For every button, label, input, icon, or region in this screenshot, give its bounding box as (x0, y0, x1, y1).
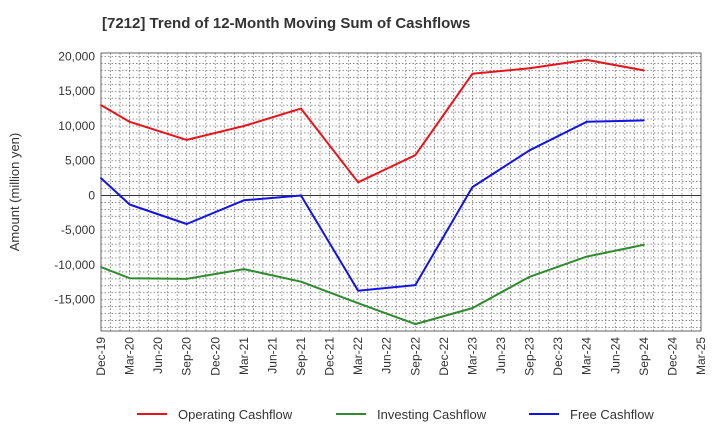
data-point-operating-cashflow (642, 69, 645, 72)
y-tick-labels: 20,000 15,000 10,000 5,000 0 -5,000 -10,000 -15… (54, 49, 95, 306)
data-point-free-cashflow (185, 223, 188, 225)
data-point-operating-cashflow (414, 154, 417, 157)
x-tick-label: Mar-21 (237, 337, 251, 375)
data-point-operating-cashflow (585, 59, 588, 61)
x-tick-label: Dec-21 (323, 337, 337, 376)
data-point-free-cashflow (128, 203, 131, 206)
legend-label: Operating Cashflow (178, 407, 293, 422)
x-tick-labels: Dec-19 Mar-20 Jun-20 Sep-20 Dec-20 Mar-21 Jun-… (94, 337, 708, 376)
x-tick-label: Mar-23 (465, 337, 479, 375)
data-point-free-cashflow (528, 149, 531, 152)
x-tick-label: Dec-19 (94, 337, 108, 376)
legend-label: Free Cashflow (570, 407, 654, 422)
legend: Operating Cashflow Investing Cashflow Free… (137, 407, 654, 422)
data-point-investing-cashflow (528, 275, 531, 278)
data-point-investing-cashflow (185, 277, 188, 280)
data-point-operating-cashflow (128, 120, 131, 123)
data-point-operating-cashflow (100, 104, 102, 107)
x-tick-label: Jun-22 (380, 337, 394, 374)
data-point-investing-cashflow (100, 266, 102, 268)
data-point-investing-cashflow (357, 302, 360, 305)
y-tick-label: 0 (88, 188, 95, 202)
x-tick-label: Jun-24 (608, 337, 622, 374)
chart-title: [7212] Trend of 12-Month Moving Sum of C… (102, 15, 471, 32)
y-tick-label: -15,000 (54, 293, 95, 307)
data-point-investing-cashflow (585, 255, 588, 258)
x-tick-label: Sep-22 (408, 337, 422, 376)
x-tick-label: Mar-25 (694, 337, 708, 375)
data-point-free-cashflow (471, 186, 474, 189)
y-tick-label: 10,000 (58, 119, 95, 133)
x-tick-label: Dec-22 (437, 337, 451, 376)
data-point-free-cashflow (642, 119, 645, 122)
legend-label: Investing Cashflow (377, 407, 487, 422)
x-tick-label: Jun-20 (151, 337, 165, 374)
data-point-investing-cashflow (300, 280, 302, 283)
data-point-free-cashflow (357, 289, 360, 292)
data-point-operating-cashflow (471, 72, 474, 75)
x-tick-label: Mar-24 (580, 337, 594, 375)
y-tick-label: -10,000 (54, 258, 95, 272)
x-tick-label: Jun-21 (265, 337, 279, 374)
data-point-investing-cashflow (642, 243, 645, 246)
series-line-investing-cashflow (100, 243, 645, 326)
x-tick-label: Jun-23 (494, 337, 508, 374)
x-tick-label: Sep-24 (637, 337, 651, 376)
y-tick-label: -5,000 (61, 223, 95, 237)
grid-layer (101, 53, 701, 331)
y-axis-title: Amount (million yen) (7, 133, 22, 252)
data-point-free-cashflow (585, 120, 588, 123)
x-tick-label: Dec-24 (665, 337, 679, 376)
data-point-free-cashflow (414, 284, 417, 287)
x-tick-label: Mar-22 (351, 337, 365, 375)
data-point-free-cashflow (242, 199, 245, 202)
x-tick-label: Dec-23 (551, 337, 565, 376)
x-tick-label: Sep-23 (523, 337, 537, 376)
x-tick-label: Sep-20 (180, 337, 194, 376)
x-tick-label: Sep-21 (294, 337, 308, 376)
data-point-free-cashflow (100, 177, 102, 180)
data-point-investing-cashflow (242, 268, 245, 271)
data-point-operating-cashflow (185, 138, 188, 141)
series-line-operating-cashflow (100, 58, 645, 184)
data-point-operating-cashflow (357, 181, 360, 184)
series-layer (100, 58, 645, 326)
data-point-operating-cashflow (300, 107, 302, 110)
data-point-investing-cashflow (414, 323, 417, 325)
y-tick-label: 20,000 (58, 49, 95, 63)
data-point-investing-cashflow (128, 277, 131, 280)
data-point-investing-cashflow (471, 307, 474, 309)
plot-frame (100, 52, 702, 332)
data-point-operating-cashflow (528, 67, 531, 70)
x-tick-label: Dec-20 (208, 337, 222, 376)
x-tick-label: Mar-20 (123, 337, 137, 375)
data-point-operating-cashflow (242, 125, 245, 127)
y-tick-label: 5,000 (65, 154, 95, 168)
y-tick-label: 15,000 (58, 84, 95, 98)
data-point-free-cashflow (300, 194, 302, 197)
